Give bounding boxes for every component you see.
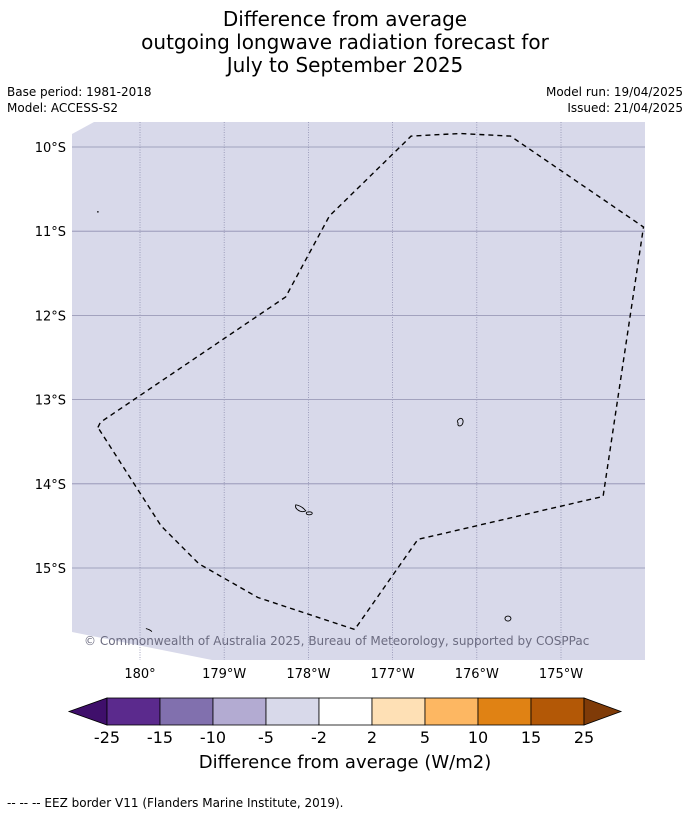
lat-tick-label: 15°S xyxy=(35,562,66,577)
lon-tick-label: 179°W xyxy=(202,667,246,682)
colorbar-extend-max xyxy=(583,697,623,726)
colorbar-segment xyxy=(265,697,320,726)
colorbar-tick-label: -25 xyxy=(94,728,120,747)
lat-tick-label: 12°S xyxy=(35,309,66,324)
colorbar-tick-label: 5 xyxy=(420,728,430,747)
chart-title: Difference from average outgoing longwav… xyxy=(0,8,690,77)
colorbar-tick-label: -2 xyxy=(311,728,327,747)
wallis-island xyxy=(456,417,464,427)
lat-tick-label: 11°S xyxy=(35,225,66,240)
lat-tick-label: 14°S xyxy=(35,478,66,493)
colorbar-tick-label: 2 xyxy=(367,728,377,747)
eez-footnote: -- -- -- EEZ border V11 (Flanders Marine… xyxy=(7,796,344,810)
issued-date: Issued: 21/04/2025 xyxy=(567,101,683,115)
title-line-3: July to September 2025 xyxy=(226,53,464,77)
lat-tick-label: 13°S xyxy=(35,394,66,409)
lon-tick-label: 175°W xyxy=(539,667,583,682)
title-line-2: outgoing longwave radiation forecast for xyxy=(141,30,549,54)
colorbar-tick-label: 15 xyxy=(521,728,541,747)
colorbar-segment xyxy=(318,697,373,726)
colorbar-title: Difference from average (W/m2) xyxy=(198,752,492,773)
fiji-coast xyxy=(145,628,153,632)
islet-dot xyxy=(97,211,99,213)
alofi-island xyxy=(305,511,313,516)
title-line-1: Difference from average xyxy=(222,7,468,31)
meta-left: Base period: 1981-2018 Model: ACCESS-S2 xyxy=(7,84,152,116)
colorbar-tick-label: 10 xyxy=(468,728,488,747)
anomaly-fill xyxy=(72,122,645,660)
colorbar-segment xyxy=(477,697,532,726)
colorbar-tick-label: -5 xyxy=(258,728,274,747)
colorbar-segment xyxy=(212,697,267,726)
meta-right: Model run: 19/04/2025 Issued: 21/04/2025 xyxy=(546,84,683,116)
futuna-island xyxy=(295,504,307,513)
eez-border xyxy=(97,132,645,631)
colorbar-segment xyxy=(530,697,585,726)
model-run: Model run: 19/04/2025 xyxy=(545,85,683,99)
lon-tick-label: 177°W xyxy=(371,667,415,682)
colorbar-segment xyxy=(106,697,161,726)
colorbar-segment xyxy=(159,697,214,726)
colorbar-tick-label: -10 xyxy=(200,728,226,747)
colorbar-segment xyxy=(371,697,426,726)
colorbar-tick-label: -15 xyxy=(147,728,173,747)
base-period: Base period: 1981-2018 xyxy=(7,85,152,99)
lat-tick-label: 10°S xyxy=(35,141,66,156)
copyright-text: © Commonwealth of Australia 2025, Bureau… xyxy=(84,634,589,648)
colorbar-tick-label: 25 xyxy=(574,728,594,747)
lon-tick-label: 178°W xyxy=(286,667,330,682)
niuafoou-island xyxy=(504,615,512,622)
colorbar-segment xyxy=(424,697,479,726)
lon-tick-label: 176°W xyxy=(455,667,499,682)
colorbar-extend-min xyxy=(67,697,108,726)
model-name: Model: ACCESS-S2 xyxy=(7,101,119,115)
lon-tick-label: 180° xyxy=(124,667,155,682)
